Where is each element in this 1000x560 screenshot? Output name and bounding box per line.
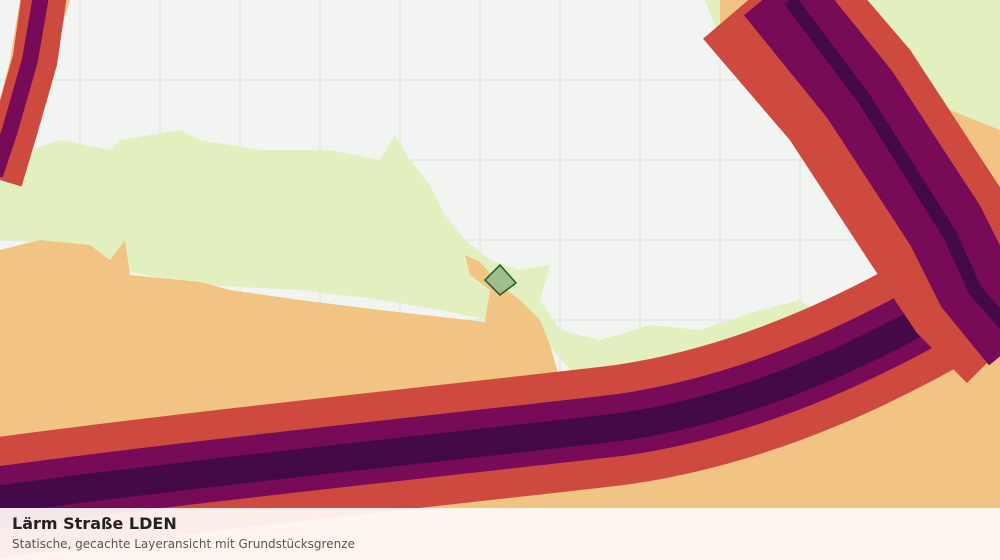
- caption-bar: Lärm Straße LDEN Statische, gecachte Lay…: [0, 508, 1000, 560]
- map-title: Lärm Straße LDEN: [12, 514, 177, 533]
- map-subtitle: Statische, gecachte Layeransicht mit Gru…: [12, 537, 355, 551]
- noise-band-max: [0, 261, 1000, 514]
- noise-band-very-high: [0, 0, 49, 178]
- noise-band-max: [784, 0, 1000, 330]
- parcel-boundary: [483, 263, 518, 296]
